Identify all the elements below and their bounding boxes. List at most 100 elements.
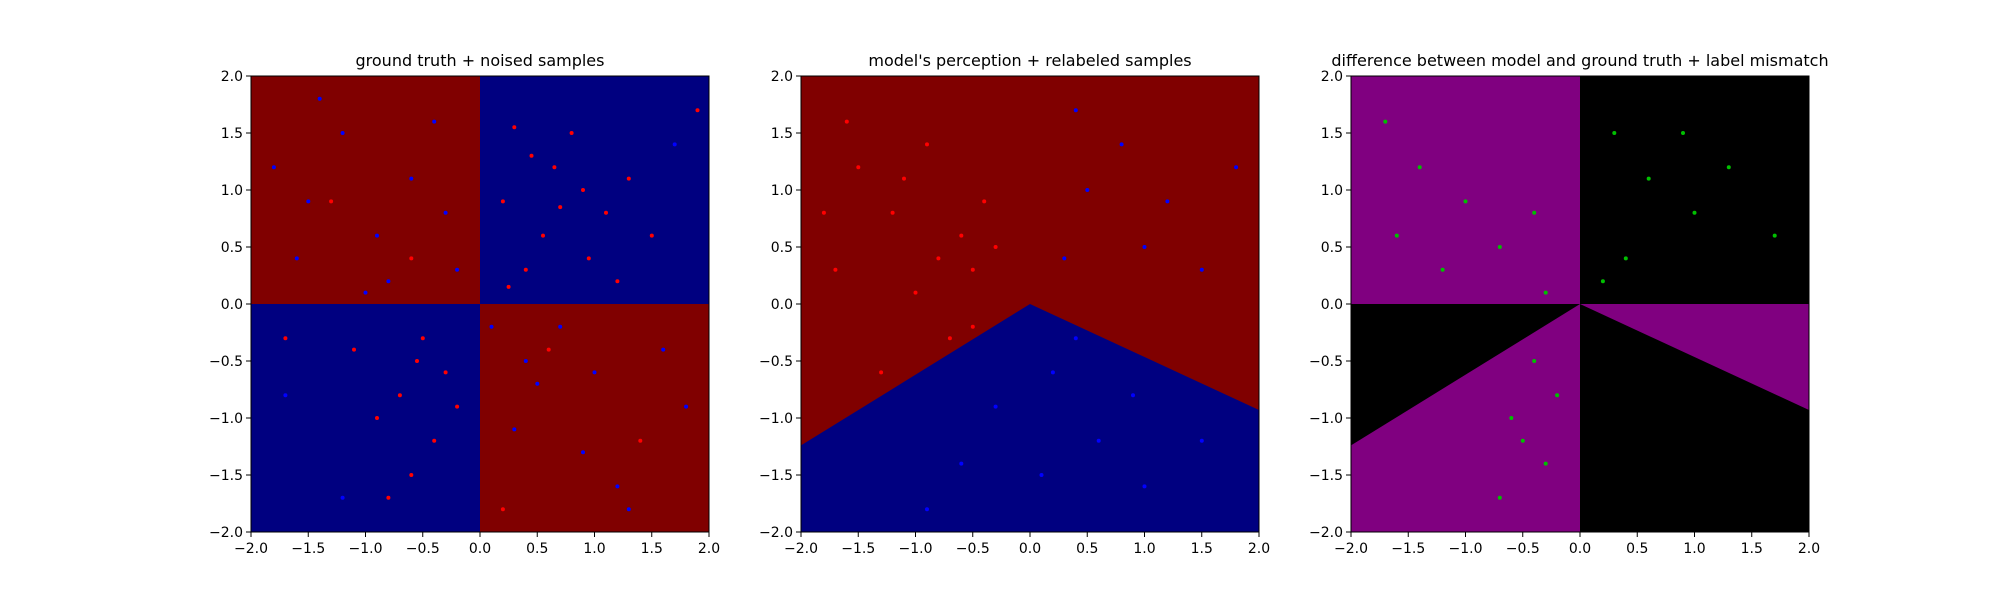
x-tick-label: 2.0: [1798, 541, 1820, 557]
x-tick-label: 1.0: [1133, 541, 1155, 557]
y-tick-label: −1.0: [759, 411, 793, 427]
sample-point: [833, 267, 838, 272]
y-tick-label: −0.5: [1309, 354, 1343, 370]
region-disagreement-lower-right: [1580, 304, 1809, 532]
y-tick-label: 1.5: [221, 126, 243, 142]
panel-title: difference between model and ground trut…: [1331, 51, 1828, 70]
sample-point: [363, 290, 368, 295]
y-tick-label: −1.5: [759, 468, 793, 484]
y-tick-label: 2.0: [221, 69, 243, 85]
region-upper-left: [251, 76, 480, 304]
region-lower-right: [480, 304, 709, 532]
sample-point: [1234, 165, 1239, 170]
sample-point: [500, 199, 505, 204]
sample-point: [1050, 370, 1055, 375]
sample-point: [993, 245, 998, 249]
sample-point: [1085, 188, 1090, 192]
y-tick-label: 0.5: [221, 240, 243, 256]
y-tick-label: 2.0: [1321, 69, 1343, 85]
sample-point: [386, 279, 391, 284]
sample-point: [340, 131, 345, 135]
sample-point: [947, 336, 952, 341]
sample-point: [1612, 131, 1617, 135]
y-tick-label: −2.0: [209, 525, 243, 541]
sample-point: [581, 450, 585, 455]
sample-point: [1073, 108, 1078, 113]
sample-point: [409, 176, 414, 181]
plot-area: [801, 76, 1259, 532]
sample-point: [306, 199, 311, 204]
y-tick-label: 0.0: [1321, 297, 1343, 313]
y-tick-label: 1.0: [771, 183, 793, 199]
sample-point: [443, 370, 448, 375]
x-tick-label: −2.0: [234, 541, 268, 557]
region-lower-left: [251, 304, 480, 532]
sample-point: [375, 233, 379, 238]
sample-point: [1119, 142, 1124, 147]
x-tick-label: 1.0: [583, 541, 605, 557]
y-tick-label: −1.0: [1309, 411, 1343, 427]
sample-point: [695, 108, 700, 113]
sample-point: [1199, 438, 1204, 443]
panel-title: model's perception + relabeled samples: [868, 51, 1191, 70]
sample-point: [409, 256, 414, 261]
x-tick-label: −2.0: [1334, 541, 1368, 557]
sample-point: [443, 210, 448, 215]
x-tick-label: −0.5: [956, 541, 990, 557]
sample-point: [1772, 233, 1777, 238]
x-tick-label: 0.0: [1019, 541, 1041, 557]
sample-point: [489, 324, 494, 329]
x-tick-label: 1.0: [1683, 541, 1705, 557]
y-tick-label: −2.0: [759, 525, 793, 541]
sample-point: [455, 404, 460, 409]
sample-point: [386, 495, 391, 500]
sample-point: [546, 347, 551, 352]
y-tick-label: 1.0: [1321, 183, 1343, 199]
sample-point: [844, 119, 849, 124]
sample-point: [959, 461, 964, 466]
y-tick-label: 2.0: [771, 69, 793, 85]
sample-point: [397, 393, 402, 398]
sample-point: [1039, 473, 1044, 477]
x-tick-label: 1.5: [1741, 541, 1763, 557]
sample-point: [294, 256, 299, 261]
sample-point: [821, 210, 826, 215]
sample-point: [626, 176, 631, 181]
sample-point: [1726, 165, 1731, 170]
sample-point: [523, 267, 528, 272]
sample-point: [352, 347, 356, 352]
sample-point: [936, 256, 941, 261]
plot-area: [1351, 76, 1809, 532]
panel-ground-truth: ground truth + noised samples −2.0−2.0 −1…: [209, 51, 720, 557]
sample-point: [541, 233, 545, 238]
sample-point: [558, 205, 563, 210]
sample-point: [661, 347, 666, 352]
sample-point: [409, 473, 414, 477]
y-tick-label: 0.5: [771, 240, 793, 256]
sample-point: [552, 165, 557, 170]
sample-point: [283, 336, 288, 341]
region-disagreement-lower-left: [1351, 304, 1580, 446]
sample-point: [415, 359, 419, 363]
sample-point: [604, 210, 608, 215]
sample-point: [432, 119, 437, 124]
sample-point: [982, 199, 987, 204]
sample-point: [375, 416, 379, 420]
sample-point: [879, 370, 884, 375]
sample-point: [420, 336, 425, 341]
region-disagreement-upper-right: [1580, 76, 1809, 304]
panel-difference: difference between model and ground trut…: [1309, 51, 1829, 557]
y-tick-label: 0.5: [1321, 240, 1343, 256]
sample-point: [1142, 484, 1147, 489]
x-tick-label: 0.0: [1569, 541, 1591, 557]
sample-point: [1165, 199, 1170, 204]
x-tick-label: −1.5: [1391, 541, 1425, 557]
sample-point: [529, 153, 534, 158]
y-tick-label: 0.0: [221, 297, 243, 313]
sample-point: [512, 427, 517, 432]
x-tick-label: 1.5: [641, 541, 663, 557]
sample-point: [638, 438, 643, 443]
sample-point: [649, 233, 654, 238]
sample-point: [1440, 267, 1445, 272]
